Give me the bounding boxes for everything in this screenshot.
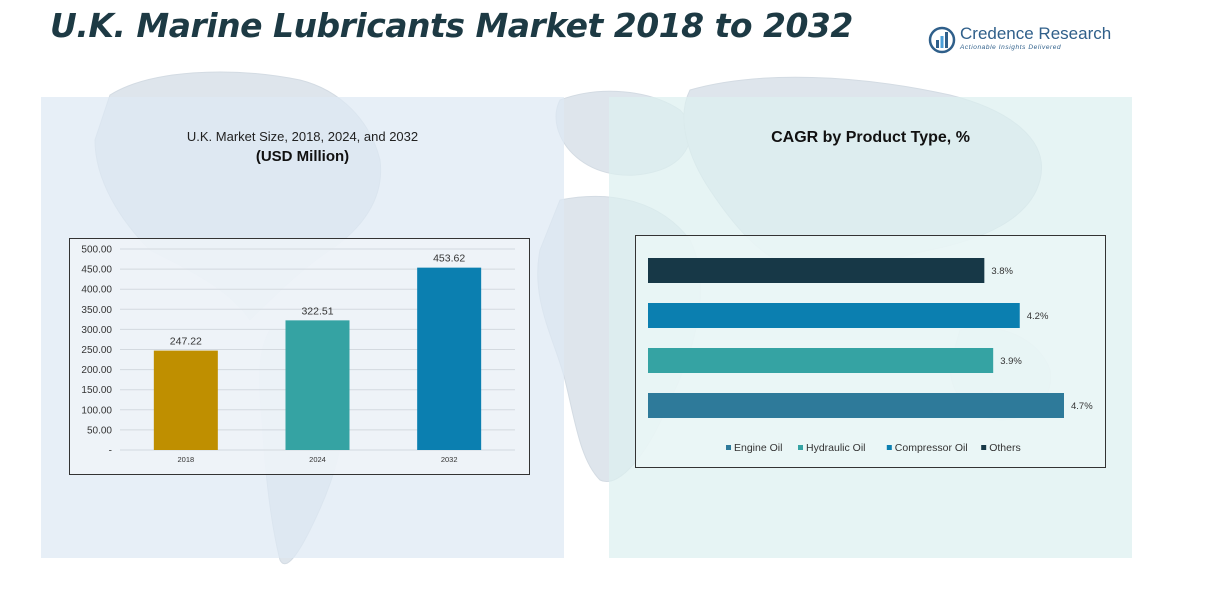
legend-swatch (798, 445, 803, 450)
x-tick-label: 2024 (309, 455, 326, 464)
legend-item: Others (989, 442, 1021, 454)
cagr-panel: CAGR by Product Type, % 3.8% 4.2% 3.9% 4.7%… (609, 97, 1132, 558)
bar-data-label: 247.22 (170, 336, 202, 348)
x-tick-label: 2018 (177, 455, 194, 464)
credence-research-logo: Credence Research Actionable Insights De… (928, 24, 1118, 58)
logo-tagline: Actionable Insights Delivered (960, 44, 1062, 51)
y-tick-label: 400.00 (81, 285, 112, 296)
y-tick-label: - (109, 446, 112, 457)
legend-swatch (726, 445, 731, 450)
bar-engine-oil (648, 393, 1064, 418)
market-size-panel: U.K. Market Size, 2018, 2024, and 2032 (… (41, 97, 564, 558)
bar-2018 (153, 350, 218, 450)
y-tick-label: 450.00 (81, 265, 112, 276)
cagr-chart-title: CAGR by Product Type, % (771, 129, 970, 146)
y-tick-label: 250.00 (81, 345, 112, 356)
y-tick-label: 150.00 (81, 385, 112, 396)
cagr-horizontal-bar-chart: 3.8% 4.2% 3.9% 4.7% Engine Oil Hydraulic Oil C… (648, 258, 1093, 454)
page-title: U.K. Marine Lubricants Market 2018 to 20… (50, 6, 853, 45)
y-tick-label: 50.00 (87, 425, 112, 436)
legend-item: Hydraulic Oil (806, 442, 866, 454)
logo-bars-icon (928, 26, 956, 54)
y-tick-label: 300.00 (81, 325, 112, 336)
legend-item: Compressor Oil (895, 442, 968, 454)
bar-data-label: 453.62 (433, 253, 465, 265)
y-tick-label: 100.00 (81, 405, 112, 416)
legend-swatch (886, 445, 892, 450)
bar-data-label: 4.7% (1071, 401, 1093, 412)
x-tick-label: 2032 (441, 455, 458, 464)
bar-data-label: 322.51 (301, 305, 333, 317)
bar-data-label: 4.2% (1027, 311, 1049, 322)
legend: Engine Oil Hydraulic Oil Compressor Oil Oth… (726, 442, 1021, 454)
bar-others (648, 258, 985, 283)
bar-2032 (417, 267, 482, 450)
market-size-chart-area: - 50.00 100.00 150.00 200.00 250.00 300.00 350.… (69, 238, 530, 475)
legend-item: Engine Oil (734, 442, 782, 454)
market-size-bar-chart: - 50.00 100.00 150.00 200.00 250.00 300.00 350.… (81, 245, 515, 464)
market-size-chart-subtitle: (USD Million) (255, 148, 350, 165)
logo-name: Credence Research (960, 24, 1112, 43)
bar-hydraulic-oil (648, 348, 994, 373)
y-tick-label: 350.00 (81, 305, 112, 316)
legend-swatch (981, 445, 987, 450)
bar-data-label: 3.9% (1000, 356, 1022, 367)
bar-compressor-oil (648, 303, 1020, 328)
cagr-chart-area: 3.8% 4.2% 3.9% 4.7% Engine Oil Hydraulic Oil C… (635, 235, 1106, 468)
y-tick-label: 200.00 (81, 365, 112, 376)
market-size-chart-title: U.K. Market Size, 2018, 2024, and 2032 (186, 129, 419, 144)
bar-2024 (285, 320, 350, 450)
bar-data-label: 3.8% (991, 266, 1013, 277)
y-tick-label: 500.00 (81, 245, 112, 256)
